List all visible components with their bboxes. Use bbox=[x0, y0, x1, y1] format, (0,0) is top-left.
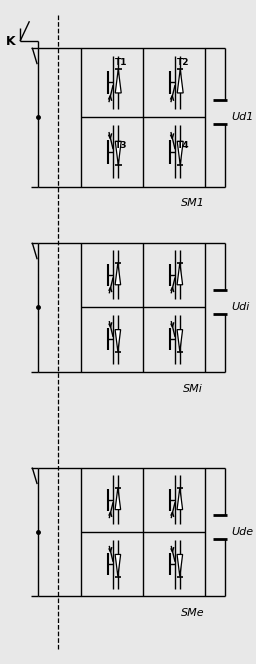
Text: Udi: Udi bbox=[232, 302, 250, 312]
Polygon shape bbox=[115, 263, 121, 285]
Bar bbox=[81, 48, 205, 187]
Polygon shape bbox=[177, 487, 183, 509]
Text: SM1: SM1 bbox=[181, 199, 205, 208]
Polygon shape bbox=[115, 69, 121, 93]
Bar bbox=[81, 467, 205, 596]
Text: K: K bbox=[6, 35, 16, 48]
Text: Ud1: Ud1 bbox=[232, 112, 254, 122]
Polygon shape bbox=[115, 487, 121, 509]
Bar bbox=[81, 243, 205, 372]
Polygon shape bbox=[177, 329, 183, 352]
Text: Ude: Ude bbox=[232, 527, 254, 537]
Text: SMi: SMi bbox=[183, 384, 203, 394]
Polygon shape bbox=[115, 329, 121, 352]
Text: T1: T1 bbox=[115, 58, 127, 66]
Polygon shape bbox=[177, 141, 183, 165]
Polygon shape bbox=[177, 263, 183, 285]
Text: SMe: SMe bbox=[181, 608, 205, 618]
Polygon shape bbox=[177, 69, 183, 93]
Polygon shape bbox=[177, 554, 183, 576]
Polygon shape bbox=[115, 141, 121, 165]
Polygon shape bbox=[115, 554, 121, 576]
Text: T2: T2 bbox=[177, 58, 189, 66]
Text: T3: T3 bbox=[115, 141, 127, 151]
Text: T4: T4 bbox=[177, 141, 189, 151]
